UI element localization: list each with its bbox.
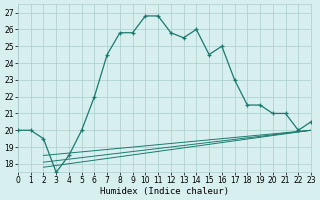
X-axis label: Humidex (Indice chaleur): Humidex (Indice chaleur)	[100, 187, 229, 196]
